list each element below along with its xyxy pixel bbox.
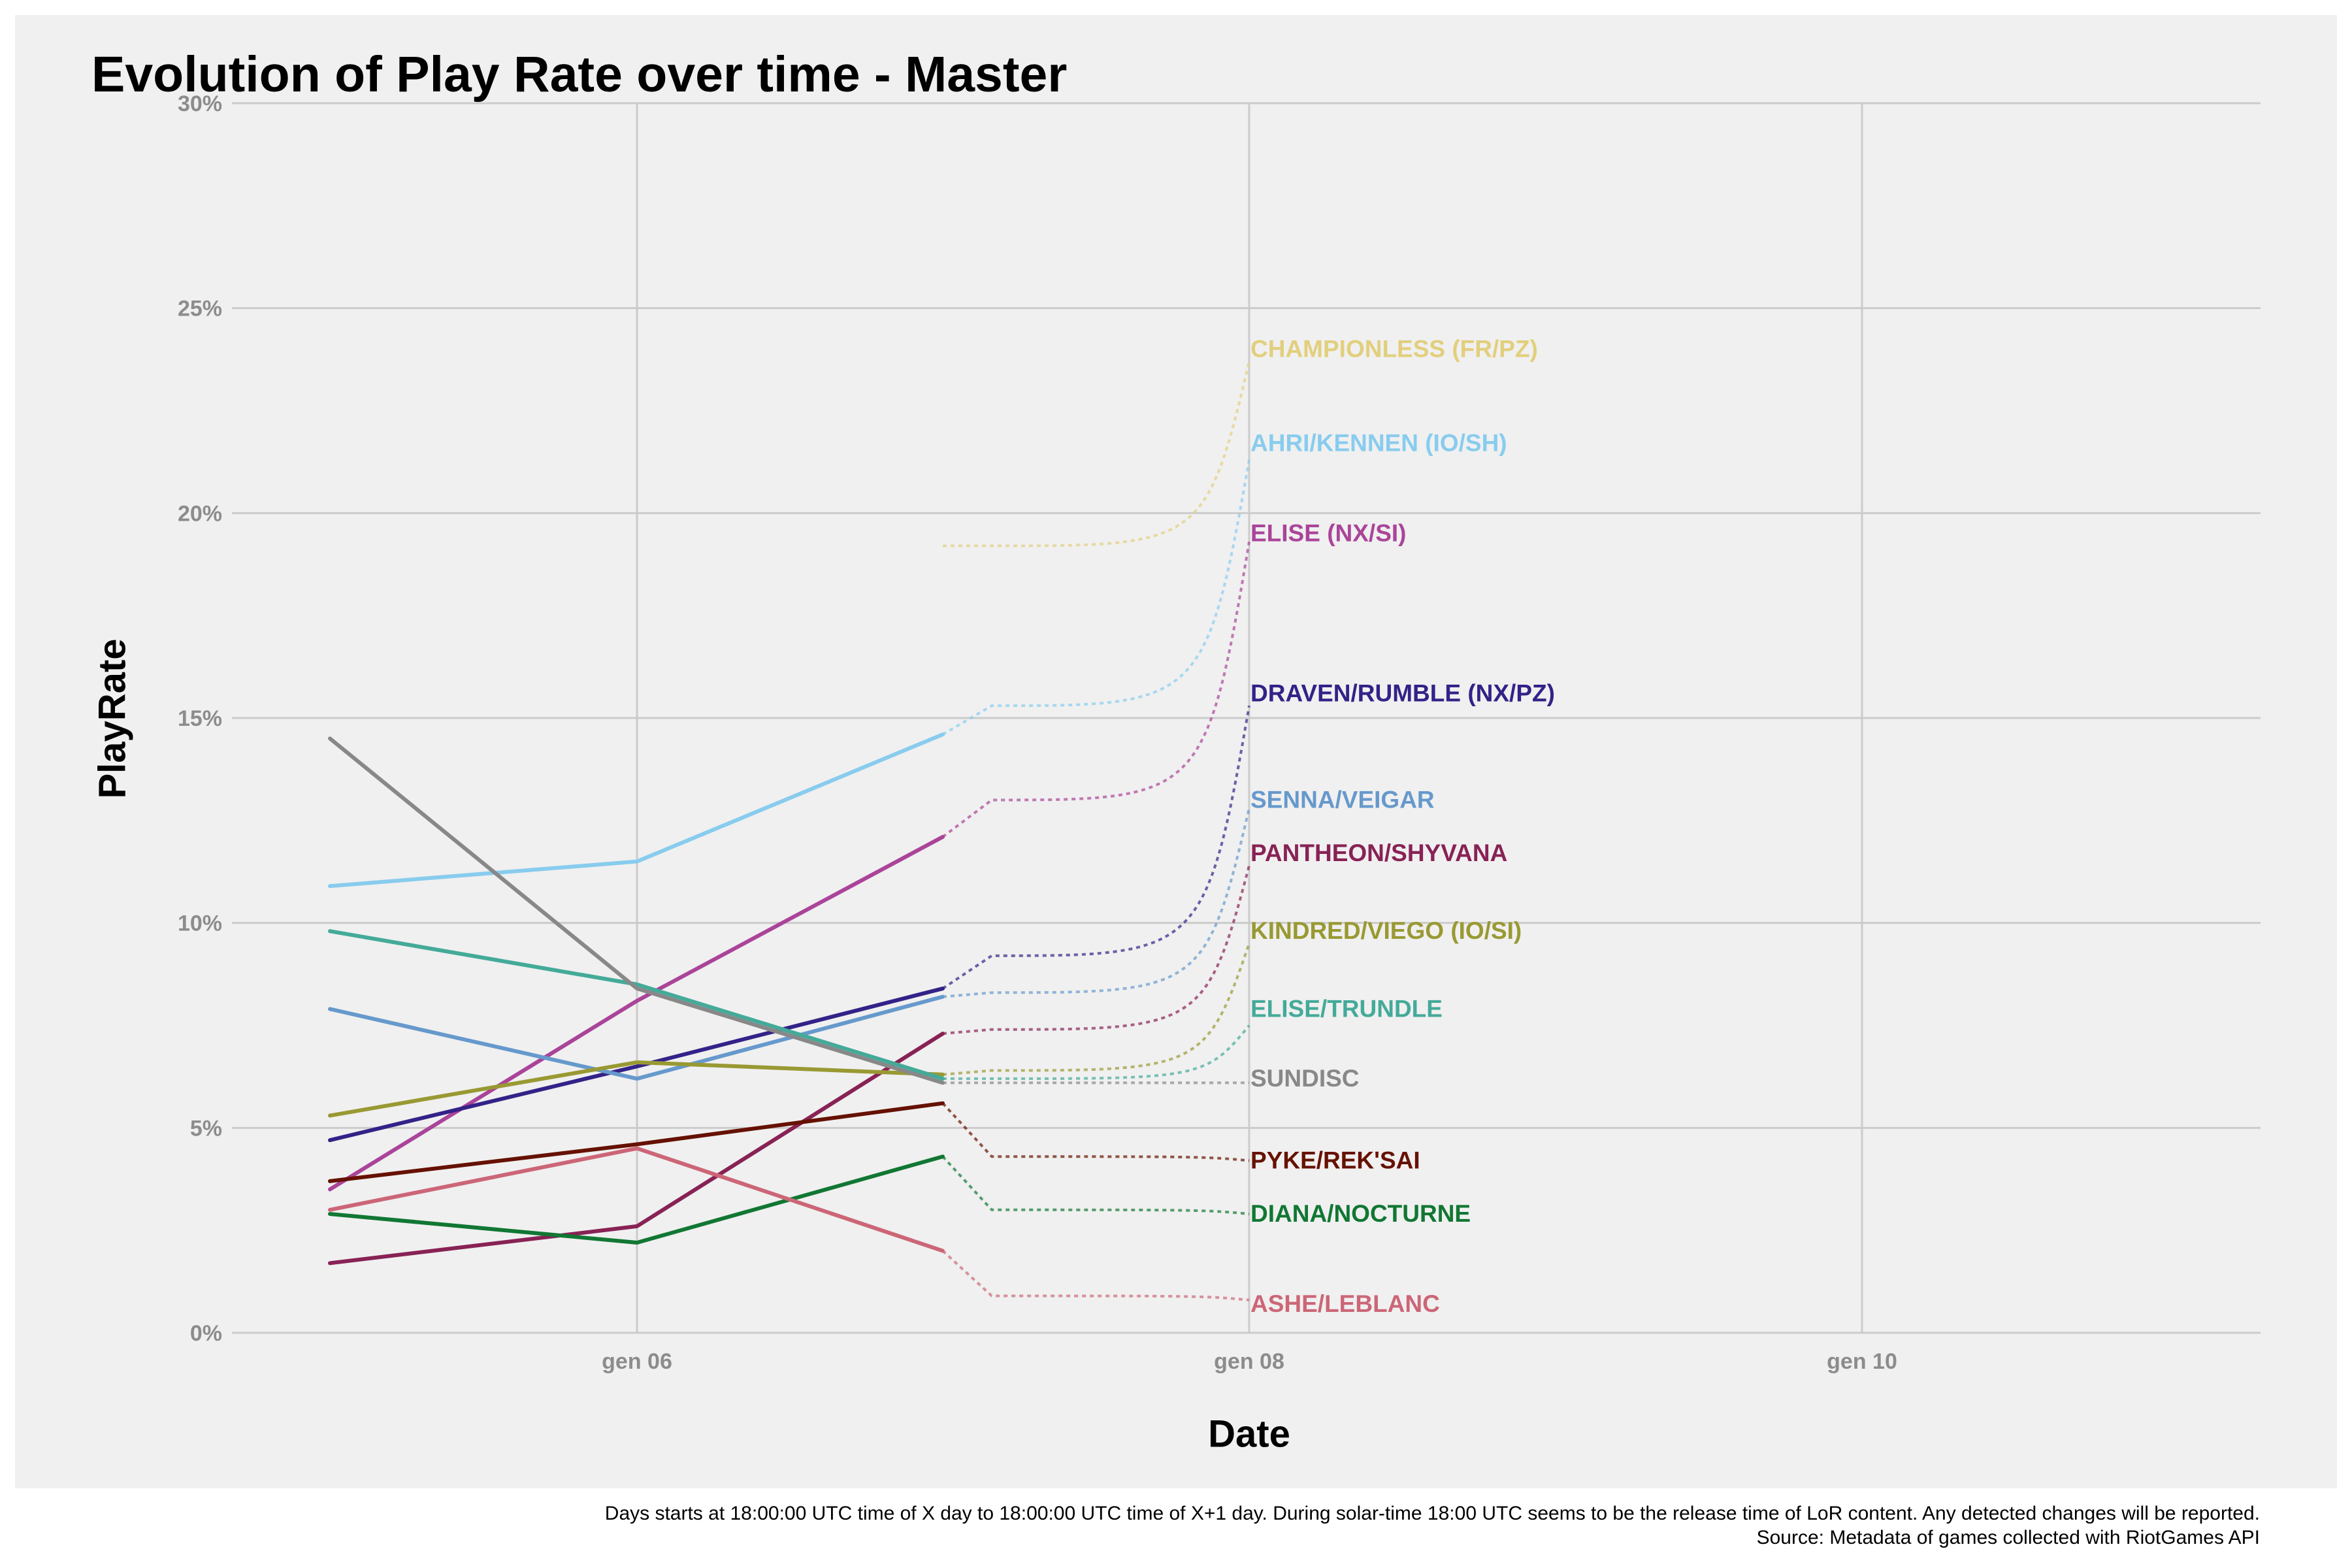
y-tick-label: 30% <box>178 91 222 116</box>
series-line <box>328 987 945 1143</box>
projection-line <box>941 1102 1250 1162</box>
x-tick-label: gen 10 <box>1827 1349 1897 1374</box>
projection-line <box>941 1250 1250 1301</box>
series-label: ASHE/LEBLANC <box>1250 1290 1440 1317</box>
series-line <box>328 929 945 1081</box>
y-tick-label: 15% <box>178 706 222 731</box>
series-label: KINDRED/VIEGO (IO/SI) <box>1250 917 1522 944</box>
series-line <box>328 1032 945 1266</box>
projection-line <box>942 865 1250 1036</box>
caption: Days starts at 18:00:00 UTC time of X da… <box>605 1501 2260 1550</box>
y-tick-label: 20% <box>178 501 222 526</box>
projection-line <box>943 1024 1250 1081</box>
series-label: ELISE (NX/SI) <box>1250 520 1406 547</box>
x-axis-title: Date <box>1208 1413 1290 1456</box>
caption-line-1: Days starts at 18:00:00 UTC time of X da… <box>604 1503 2260 1524</box>
series-line <box>328 994 945 1081</box>
projection-line <box>942 943 1250 1076</box>
projection-line <box>943 361 1250 547</box>
series-label: PANTHEON/SHYVANA <box>1250 840 1507 866</box>
series-line <box>328 1060 945 1118</box>
series-label: PYKE/REK'SAI <box>1250 1147 1420 1174</box>
series-line <box>328 834 945 1192</box>
chart-panel <box>15 15 2337 1488</box>
y-tick-label: 5% <box>190 1116 222 1141</box>
series-label: CHAMPIONLESS (FR/PZ) <box>1250 335 1538 362</box>
series-line <box>328 736 945 1085</box>
x-tick-label: gen 08 <box>1214 1349 1284 1374</box>
series-line <box>328 732 945 889</box>
series-label: AHRI/KENNEN (IO/SH) <box>1250 430 1507 457</box>
projection-line <box>941 705 1250 990</box>
x-tick-label: gen 06 <box>602 1349 672 1374</box>
y-tick-label: 0% <box>190 1321 222 1346</box>
series-label: ELISE/TRUNDLE <box>1250 995 1443 1022</box>
series-label: SUNDISC <box>1250 1065 1360 1092</box>
series-line <box>328 1101 945 1183</box>
series-line <box>328 1146 945 1253</box>
series-label: DRAVEN/RUMBLE (NX/PZ) <box>1250 679 1555 706</box>
projection-line <box>942 808 1250 998</box>
caption-line-2: Source: Metadata of games collected with… <box>1756 1527 2260 1548</box>
projection-line <box>941 1155 1250 1216</box>
series-line <box>328 1154 945 1245</box>
projection-line <box>941 459 1250 736</box>
projection-line <box>941 541 1250 838</box>
series-label: SENNA/VEIGAR <box>1250 786 1435 813</box>
series-label: DIANA/NOCTURNE <box>1250 1200 1471 1227</box>
chart-title: Evolution of Play Rate over time - Maste… <box>91 46 1068 103</box>
y-tick-label: 10% <box>178 911 222 936</box>
y-tick-label: 25% <box>178 297 222 321</box>
